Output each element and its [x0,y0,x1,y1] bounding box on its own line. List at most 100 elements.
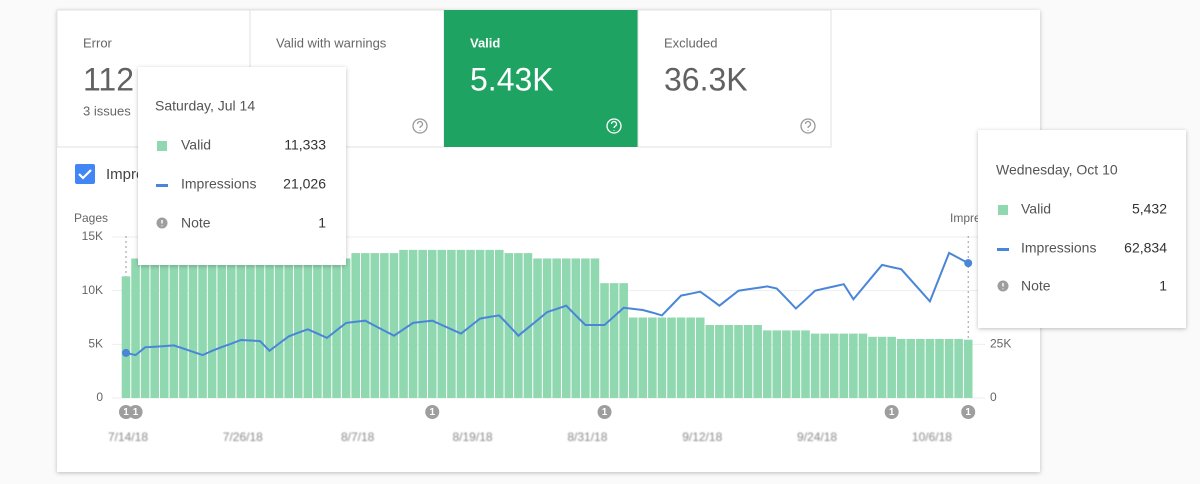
bar [676,317,686,398]
checkbox-box[interactable] [75,164,95,184]
bar [341,258,351,398]
tile-detail: 3 issues [83,103,131,118]
note-marker[interactable] [118,405,133,419]
bar [485,249,494,398]
bar [877,336,887,398]
bar [131,258,140,398]
x-tick-label: 8/7/18 [341,430,375,444]
note-marker[interactable] [425,405,440,419]
tiles: Error 112 3 issues Valid with warnings V… [56,9,832,148]
bar [255,258,265,398]
note-count: 1 [602,407,608,418]
note-count: 1 [965,407,971,418]
tooltip-label: Note [1021,278,1051,294]
bar [246,258,255,398]
plot: 05K10K15K025K50K75K1111117/14/187/26/188… [82,229,1012,444]
tile-label: Error [83,35,113,50]
bar [456,249,466,398]
bar [849,333,858,398]
x-tick-label: 9/24/18 [797,430,837,444]
tooltip-value: 1 [1159,278,1167,294]
bar [590,258,600,398]
tile-label: Valid with warnings [276,35,387,50]
bar [705,325,715,398]
bar [935,338,944,398]
tooltip-title: Wednesday, Oct 10 [996,162,1118,178]
line [125,251,969,357]
bar [207,258,217,398]
bar [963,339,973,398]
help-icons [412,118,816,134]
note-count: 1 [429,407,435,418]
y-tick-label: 15K [82,229,103,243]
note-marker[interactable] [128,405,143,419]
bar [313,258,322,398]
tooltip-label: Valid [181,137,211,153]
bar [140,258,150,398]
tooltip-value: 11,333 [284,137,326,153]
bar [887,336,896,398]
help-icon[interactable] [800,118,816,134]
note-marker[interactable] [961,405,976,419]
tooltip-value: 21,026 [283,176,326,192]
tile-value: 112 [83,61,134,97]
bar [858,333,868,398]
bar [906,338,916,398]
tile-value: 5.43K [470,61,554,97]
bar [332,258,341,398]
bar [734,325,743,398]
tooltip-value: 62,834 [1124,240,1167,256]
tooltip-label: Valid [1021,201,1051,217]
y-tick-label: 5K [88,337,103,351]
bar [322,258,332,398]
bar [514,253,523,398]
bar [217,258,226,398]
bar [657,317,667,398]
tooltip-value: 1 [318,215,326,231]
bar [954,338,963,398]
help-icon[interactable] [606,118,622,134]
bar [389,253,399,398]
bar [667,317,676,398]
bar [494,249,504,398]
bar [801,330,810,398]
y-tick-label: 0 [96,390,103,404]
bar [169,258,179,398]
tile-excluded[interactable] [637,9,832,148]
bar [772,330,782,398]
bar [600,283,609,398]
y2-tick-label: 25K [990,337,1011,351]
x-tick-label: 8/31/18 [567,430,607,444]
bar [916,338,925,398]
bar [686,317,695,398]
bar [274,258,284,398]
bar [743,325,753,398]
bar [782,330,791,398]
bar [159,258,169,398]
note-count: 1 [889,407,895,418]
bar [715,325,724,398]
bar [523,253,533,398]
bar [638,317,648,398]
bar [418,249,427,398]
note-marker[interactable] [884,405,899,419]
bar [791,330,801,398]
bar [552,258,561,398]
bar [648,317,657,398]
help-icon[interactable] [412,118,428,134]
x-tick-label: 9/12/18 [682,430,722,444]
tile-valid[interactable] [444,10,638,147]
bar [628,317,638,398]
valid-icon [998,205,1008,215]
bar [121,276,131,398]
bar [466,249,475,398]
valid-icon [157,141,167,151]
bar [724,325,734,398]
note-marker[interactable] [597,405,612,419]
tile-label: Valid [470,35,500,50]
bar [447,249,456,398]
bar [360,253,370,398]
tooltip-label: Note [181,215,211,231]
x-tick-label: 7/26/18 [223,430,263,444]
